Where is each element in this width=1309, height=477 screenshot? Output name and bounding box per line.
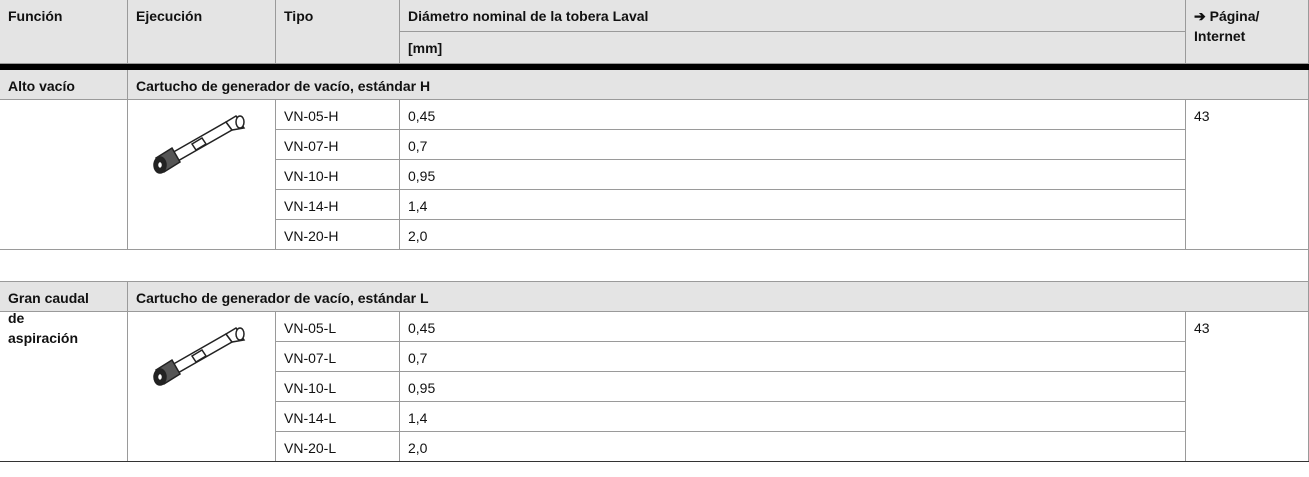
type-cell: VN-10-L bbox=[276, 372, 400, 402]
cell-text: Diámetro nominal de la tobera Laval bbox=[408, 8, 649, 24]
cell-text: 0,45 bbox=[408, 320, 436, 336]
cell-text: Cartucho de generador de vacío, estándar… bbox=[136, 290, 429, 306]
type-cell: VN-20-H bbox=[276, 220, 400, 250]
type-cell: VN-20-L bbox=[276, 432, 400, 462]
cell-text: 0,95 bbox=[408, 168, 436, 184]
cell-text: Gran caudal bbox=[8, 290, 89, 306]
cell-text: VN-14-H bbox=[284, 198, 339, 214]
diameter-cell: 0,45 bbox=[400, 312, 1186, 342]
cell-text: Internet bbox=[1194, 28, 1246, 44]
cell-text: VN-20-L bbox=[284, 440, 337, 456]
cell-text: 0,7 bbox=[408, 138, 428, 154]
cell-text: Alto vacío bbox=[8, 78, 75, 94]
cell-text: 43 bbox=[1194, 320, 1210, 336]
cell-text: 0,45 bbox=[408, 108, 436, 124]
cell-text: [mm] bbox=[408, 40, 443, 56]
cell-text: VN-14-L bbox=[284, 410, 337, 426]
function-head bbox=[0, 70, 128, 100]
section-title: Cartucho de generador de vacío, estándar… bbox=[128, 282, 1309, 312]
diameter-cell: 2,0 bbox=[400, 432, 1186, 462]
page-cell: 43 bbox=[1186, 100, 1309, 250]
cell-text: Función bbox=[8, 8, 63, 24]
bottom-rule bbox=[0, 461, 1309, 462]
cell-text: VN-20-H bbox=[284, 228, 339, 244]
diameter-cell: 1,4 bbox=[400, 402, 1186, 432]
function-cell: Gran caudal de aspiración bbox=[0, 282, 128, 462]
cell-text: 2,0 bbox=[408, 440, 428, 456]
type-cell: VN-14-L bbox=[276, 402, 400, 432]
page-cell: 43 bbox=[1186, 312, 1309, 462]
cartridge-icon bbox=[153, 326, 246, 386]
spacer-row bbox=[0, 250, 1309, 282]
cell-text: Tipo bbox=[284, 8, 314, 24]
cell-text: de bbox=[8, 310, 25, 326]
type-cell: VN-05-L bbox=[276, 312, 400, 342]
cell-text: VN-07-H bbox=[284, 138, 339, 154]
cell-text: Ejecución bbox=[136, 8, 203, 24]
diameter-cell: 0,95 bbox=[400, 372, 1186, 402]
type-cell: VN-05-H bbox=[276, 100, 400, 130]
cell-text: 0,95 bbox=[408, 380, 436, 396]
cell-text: VN-05-L bbox=[284, 320, 337, 336]
header-cell: Tipo bbox=[276, 0, 400, 64]
diameter-cell: 0,45 bbox=[400, 100, 1186, 130]
cell-text: Cartucho de generador de vacío, estándar… bbox=[136, 78, 431, 94]
type-cell: VN-10-H bbox=[276, 160, 400, 190]
header-cell: Diámetro nominal de la tobera Laval bbox=[400, 0, 1186, 32]
function-cell: Alto vacío bbox=[0, 70, 128, 250]
cell-text: VN-05-H bbox=[284, 108, 339, 124]
type-cell: VN-07-L bbox=[276, 342, 400, 372]
section-title: Cartucho de generador de vacío, estándar… bbox=[128, 70, 1309, 100]
cell-text: VN-10-L bbox=[284, 380, 337, 396]
diameter-cell: 0,7 bbox=[400, 342, 1186, 372]
cell-text: 2,0 bbox=[408, 228, 428, 244]
header-cell: ➔ Página/Internet bbox=[1186, 0, 1309, 64]
cell-text: VN-07-L bbox=[284, 350, 337, 366]
diameter-cell: 2,0 bbox=[400, 220, 1186, 250]
header-cell: Ejecución bbox=[128, 0, 276, 64]
header-cell: Función bbox=[0, 0, 128, 64]
cell-text: 43 bbox=[1194, 108, 1210, 124]
cell-text: ➔ Página/ bbox=[1194, 8, 1260, 24]
execution-cell bbox=[128, 100, 276, 250]
header-unit: [mm] bbox=[400, 32, 1186, 64]
cell-text: 1,4 bbox=[408, 198, 428, 214]
type-cell: VN-14-H bbox=[276, 190, 400, 220]
cartridge-icon bbox=[153, 114, 246, 174]
cell-text: 1,4 bbox=[408, 410, 428, 426]
execution-cell bbox=[128, 312, 276, 462]
cell-text: VN-10-H bbox=[284, 168, 339, 184]
cell-text: aspiración bbox=[8, 330, 79, 346]
diameter-cell: 0,7 bbox=[400, 130, 1186, 160]
header-rule bbox=[0, 64, 1309, 70]
type-cell: VN-07-H bbox=[276, 130, 400, 160]
diameter-cell: 0,95 bbox=[400, 160, 1186, 190]
cell-text: 0,7 bbox=[408, 350, 428, 366]
diameter-cell: 1,4 bbox=[400, 190, 1186, 220]
